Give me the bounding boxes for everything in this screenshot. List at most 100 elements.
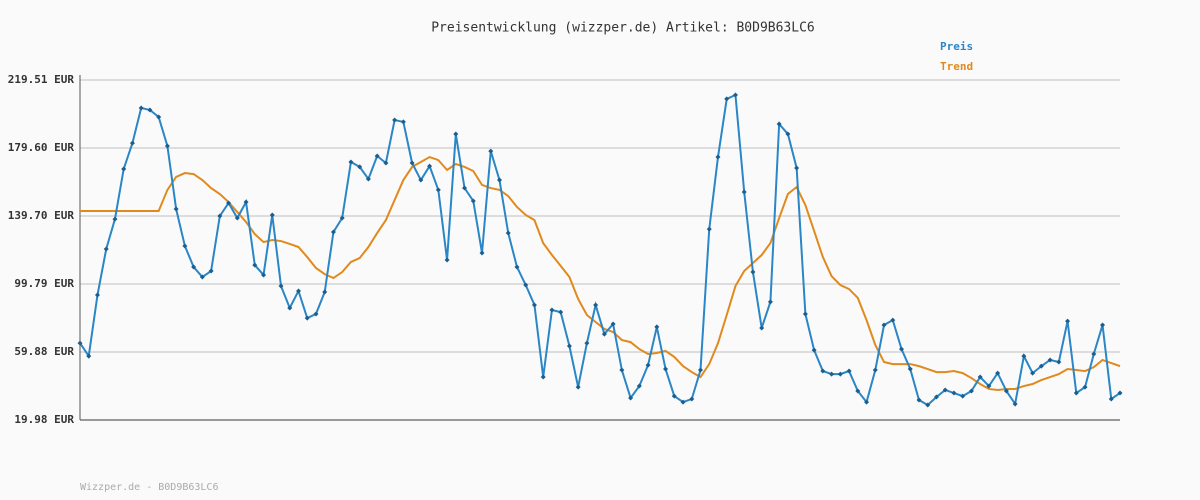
point-marker <box>837 371 843 377</box>
point-marker <box>601 331 607 337</box>
point-marker <box>1047 357 1053 363</box>
point-marker <box>925 402 931 408</box>
point-marker <box>899 346 905 352</box>
point-marker <box>1030 370 1036 376</box>
point-marker <box>715 154 721 160</box>
point-marker <box>820 368 826 374</box>
point-marker <box>846 368 852 374</box>
point-marker <box>654 324 660 330</box>
point-marker <box>112 216 118 222</box>
series-line <box>80 155 1121 391</box>
point-marker <box>304 315 310 321</box>
point-marker <box>164 143 170 149</box>
point-marker <box>960 393 966 399</box>
point-marker <box>619 367 625 373</box>
point-marker <box>156 114 162 120</box>
point-marker <box>829 371 835 377</box>
point-marker <box>514 264 520 270</box>
point-marker <box>252 262 258 268</box>
point-marker <box>409 160 415 166</box>
point-marker <box>645 362 651 368</box>
y-tick-label: 59.88 EUR <box>14 345 74 358</box>
point-marker <box>77 340 83 346</box>
point-marker <box>1065 318 1071 324</box>
y-tick-label: 139.70 EUR <box>8 209 75 222</box>
point-marker <box>698 367 704 373</box>
point-marker <box>575 384 581 390</box>
point-marker <box>680 399 686 405</box>
point-marker <box>129 140 135 146</box>
y-tick-label: 219.51 EUR <box>8 73 75 86</box>
point-marker <box>261 272 267 278</box>
point-marker <box>794 165 800 171</box>
point-marker <box>689 396 695 402</box>
point-marker <box>593 302 599 308</box>
point-marker <box>392 117 398 123</box>
point-marker <box>584 340 590 346</box>
point-marker <box>767 299 773 305</box>
point-marker <box>872 367 878 373</box>
point-marker <box>348 159 354 165</box>
point-marker <box>610 321 616 327</box>
point-marker <box>121 166 127 172</box>
point-marker <box>287 305 293 311</box>
point-marker <box>549 307 555 313</box>
point-marker <box>732 92 738 98</box>
point-marker <box>453 131 459 137</box>
point-marker <box>531 302 537 308</box>
point-marker <box>855 388 861 394</box>
point-marker <box>523 282 529 288</box>
point-marker <box>278 283 284 289</box>
point-marker <box>1091 351 1097 357</box>
point-marker <box>566 343 572 349</box>
point-marker <box>462 185 468 191</box>
point-marker <box>330 229 336 235</box>
point-marker <box>951 390 957 396</box>
point-marker <box>103 246 109 252</box>
point-marker <box>147 107 153 113</box>
point-marker <box>671 393 677 399</box>
point-marker <box>94 292 100 298</box>
point-marker <box>995 370 1001 376</box>
y-tick-label: 179.60 EUR <box>8 141 75 154</box>
point-marker <box>776 121 782 127</box>
point-marker <box>628 395 634 401</box>
point-marker <box>427 163 433 169</box>
point-marker <box>269 212 275 218</box>
point-marker <box>339 215 345 221</box>
point-marker <box>558 309 564 315</box>
point-marker <box>1108 396 1114 402</box>
point-marker <box>986 383 992 389</box>
point-marker <box>86 353 92 359</box>
point-marker <box>383 160 389 166</box>
point-marker <box>636 383 642 389</box>
point-marker <box>191 264 197 270</box>
point-marker <box>295 288 301 294</box>
y-tick-label: 99.79 EUR <box>14 277 74 290</box>
point-marker <box>785 131 791 137</box>
point-marker <box>234 215 240 221</box>
point-marker <box>1117 390 1123 396</box>
point-marker <box>750 269 756 275</box>
point-marker <box>977 374 983 380</box>
point-marker <box>357 164 363 170</box>
point-marker <box>864 399 870 405</box>
point-marker <box>706 226 712 232</box>
point-marker <box>1100 322 1106 328</box>
point-marker <box>217 213 223 219</box>
point-marker <box>663 366 669 372</box>
point-marker <box>759 325 765 331</box>
point-marker <box>741 189 747 195</box>
point-marker <box>182 243 188 249</box>
point-marker <box>243 199 249 205</box>
point-marker <box>496 177 502 183</box>
point-marker <box>444 257 450 263</box>
y-tick-label: 19.98 EUR <box>14 413 74 426</box>
point-marker <box>1038 363 1044 369</box>
point-marker <box>374 153 380 159</box>
point-marker <box>208 268 214 274</box>
footer: Wizzper.de - B0D9B63LC6 <box>80 482 218 493</box>
point-marker <box>1021 353 1027 359</box>
legend-label: Trend <box>940 60 973 73</box>
